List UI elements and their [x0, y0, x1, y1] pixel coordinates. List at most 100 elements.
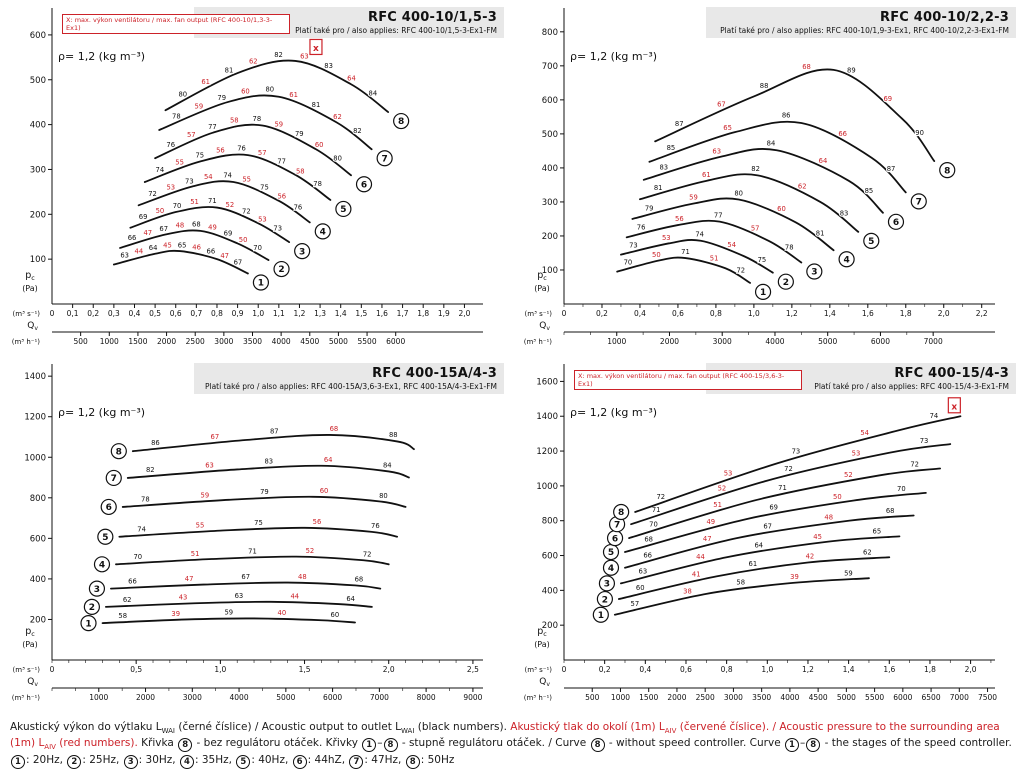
svg-text:1000: 1000 [100, 337, 119, 346]
svg-text:1,0: 1,0 [252, 309, 264, 318]
acoustic-output-label: 69 [769, 503, 778, 511]
curve-number-badge [598, 575, 616, 592]
svg-text:0,7: 0,7 [190, 309, 202, 318]
acoustic-pressure-label: 54 [204, 173, 213, 181]
acoustic-output-label: 80 [379, 492, 388, 500]
svg-text:1,4: 1,4 [824, 309, 836, 318]
svg-text:4000: 4000 [780, 693, 799, 702]
max-output-marker [309, 38, 323, 56]
acoustic-output-label: 75 [260, 183, 269, 191]
svg-text:3: 3 [94, 585, 100, 595]
svg-text:0,5: 0,5 [130, 665, 142, 674]
chart-subtitle: Platí také pro / also applies: RFC 400-1… [295, 26, 497, 35]
acoustic-output-label: 76 [637, 224, 646, 232]
fan-curve-1 [112, 249, 249, 275]
acoustic-output-label: 72 [242, 208, 251, 216]
fan-curve-8 [654, 68, 936, 163]
acoustic-output-label: 70 [173, 202, 182, 210]
acoustic-pressure-label: 59 [274, 120, 283, 128]
curve-number-badge [80, 615, 97, 632]
acoustic-pressure-label: 59 [201, 491, 210, 499]
svg-text:0,5: 0,5 [149, 309, 161, 318]
svg-text:8: 8 [398, 117, 404, 127]
svg-text:1,4: 1,4 [843, 665, 855, 674]
acoustic-pressure-label: 62 [333, 113, 342, 121]
acoustic-output-label: 61 [749, 560, 758, 568]
acoustic-output-label: 82 [353, 127, 362, 135]
caption-text: : 50Hz [420, 754, 455, 767]
acoustic-pressure-label: 51 [191, 550, 200, 558]
caption-text: - stupně regulátoru otáček. / Curve [398, 737, 590, 750]
svg-text:1: 1 [85, 619, 91, 629]
acoustic-output-label: 67 [241, 573, 250, 581]
chart-plot-area: 100 200 300 400 500 600 pc (Pa) 0,1 0,2 0,3 0,4 0,5 0… [6, 4, 506, 356]
svg-text:Qv: Qv [539, 321, 550, 332]
svg-text:400: 400 [30, 575, 46, 585]
acoustic-output-label: 87 [270, 428, 279, 436]
acoustic-output-label: 87 [887, 165, 896, 173]
acoustic-output-label: 77 [277, 158, 286, 166]
svg-text:2: 2 [602, 595, 608, 605]
acoustic-pressure-label: 40 [278, 609, 287, 617]
svg-text:7000: 7000 [950, 693, 969, 702]
max-output-note: X: max. výkon ventilátoru / max. fan out… [62, 14, 290, 34]
acoustic-output-label: 82 [751, 165, 760, 173]
chart-subtitle: Platí také pro / also applies: RFC 400-1… [204, 382, 497, 391]
caption-text: : 35Hz, [194, 754, 236, 767]
acoustic-pressure-label: 52 [226, 201, 235, 209]
acoustic-pressure-label: 64 [347, 75, 356, 83]
svg-text:0,9: 0,9 [232, 309, 244, 318]
svg-text:1: 1 [598, 611, 604, 621]
acoustic-output-label: 76 [294, 203, 303, 211]
acoustic-output-label: 65 [873, 528, 882, 536]
acoustic-pressure-label: 55 [196, 522, 205, 530]
curve-number-badge [939, 162, 956, 179]
fan-curve-3 [625, 219, 803, 264]
svg-text:1200: 1200 [536, 447, 558, 457]
acoustic-output-label: 67 [159, 225, 168, 233]
svg-text:700: 700 [542, 62, 558, 72]
acoustic-pressure-label: 51 [713, 501, 722, 509]
caption-text: - the stages of the speed controller. [821, 737, 1012, 750]
svg-text:1,5: 1,5 [299, 665, 311, 674]
caption-text: : 40Hz, [251, 754, 292, 767]
caption-line-1: Akustický výkon do výtlaku LWAI (černé č… [10, 720, 1014, 753]
fan-curve-2 [104, 600, 373, 608]
svg-text:1,8: 1,8 [900, 309, 912, 318]
svg-text:5: 5 [868, 237, 874, 247]
svg-text:(m³ s⁻¹): (m³ s⁻¹) [525, 666, 553, 674]
chart-plot-area: 200 400 600 800 1000 1200 1400 1600 pc (Pa) 0,2 0,4… [518, 360, 1018, 712]
svg-text:0: 0 [50, 309, 55, 318]
curve-number-badge: 1 [11, 755, 25, 769]
svg-text:3000: 3000 [724, 693, 743, 702]
svg-text:1: 1 [258, 279, 264, 289]
svg-text:2,5: 2,5 [467, 665, 479, 674]
caption-text: (red numbers). [55, 737, 142, 750]
svg-text:1,7: 1,7 [397, 309, 409, 318]
svg-text:9000: 9000 [463, 693, 482, 702]
svg-text:4: 4 [99, 561, 105, 571]
svg-text:8: 8 [618, 508, 624, 518]
acoustic-output-label: 70 [649, 521, 658, 529]
fan-curve-1 [101, 617, 356, 625]
svg-text:5000: 5000 [837, 693, 856, 702]
svg-text:400: 400 [542, 586, 558, 596]
svg-text:200: 200 [30, 210, 46, 220]
svg-text:2500: 2500 [186, 337, 205, 346]
acoustic-pressure-label: 53 [662, 234, 671, 242]
acoustic-pressure-label: 63 [300, 53, 309, 61]
acoustic-output-label: 80 [734, 190, 743, 198]
curve-number-badge [252, 274, 270, 291]
acoustic-output-label: 76 [166, 141, 175, 149]
caption-text: (černé číslice) / Acoustic output to out… [175, 721, 401, 733]
fan-curve-7 [648, 120, 907, 194]
svg-text:3500: 3500 [752, 693, 771, 702]
acoustic-output-label: 62 [863, 548, 872, 556]
svg-text:x: x [951, 402, 957, 412]
acoustic-pressure-label: 50 [156, 207, 165, 215]
svg-text:0,8: 0,8 [211, 309, 223, 318]
svg-text:5000: 5000 [329, 337, 348, 346]
acoustic-output-label: 73 [629, 242, 638, 250]
svg-text:1,6: 1,6 [376, 309, 388, 318]
